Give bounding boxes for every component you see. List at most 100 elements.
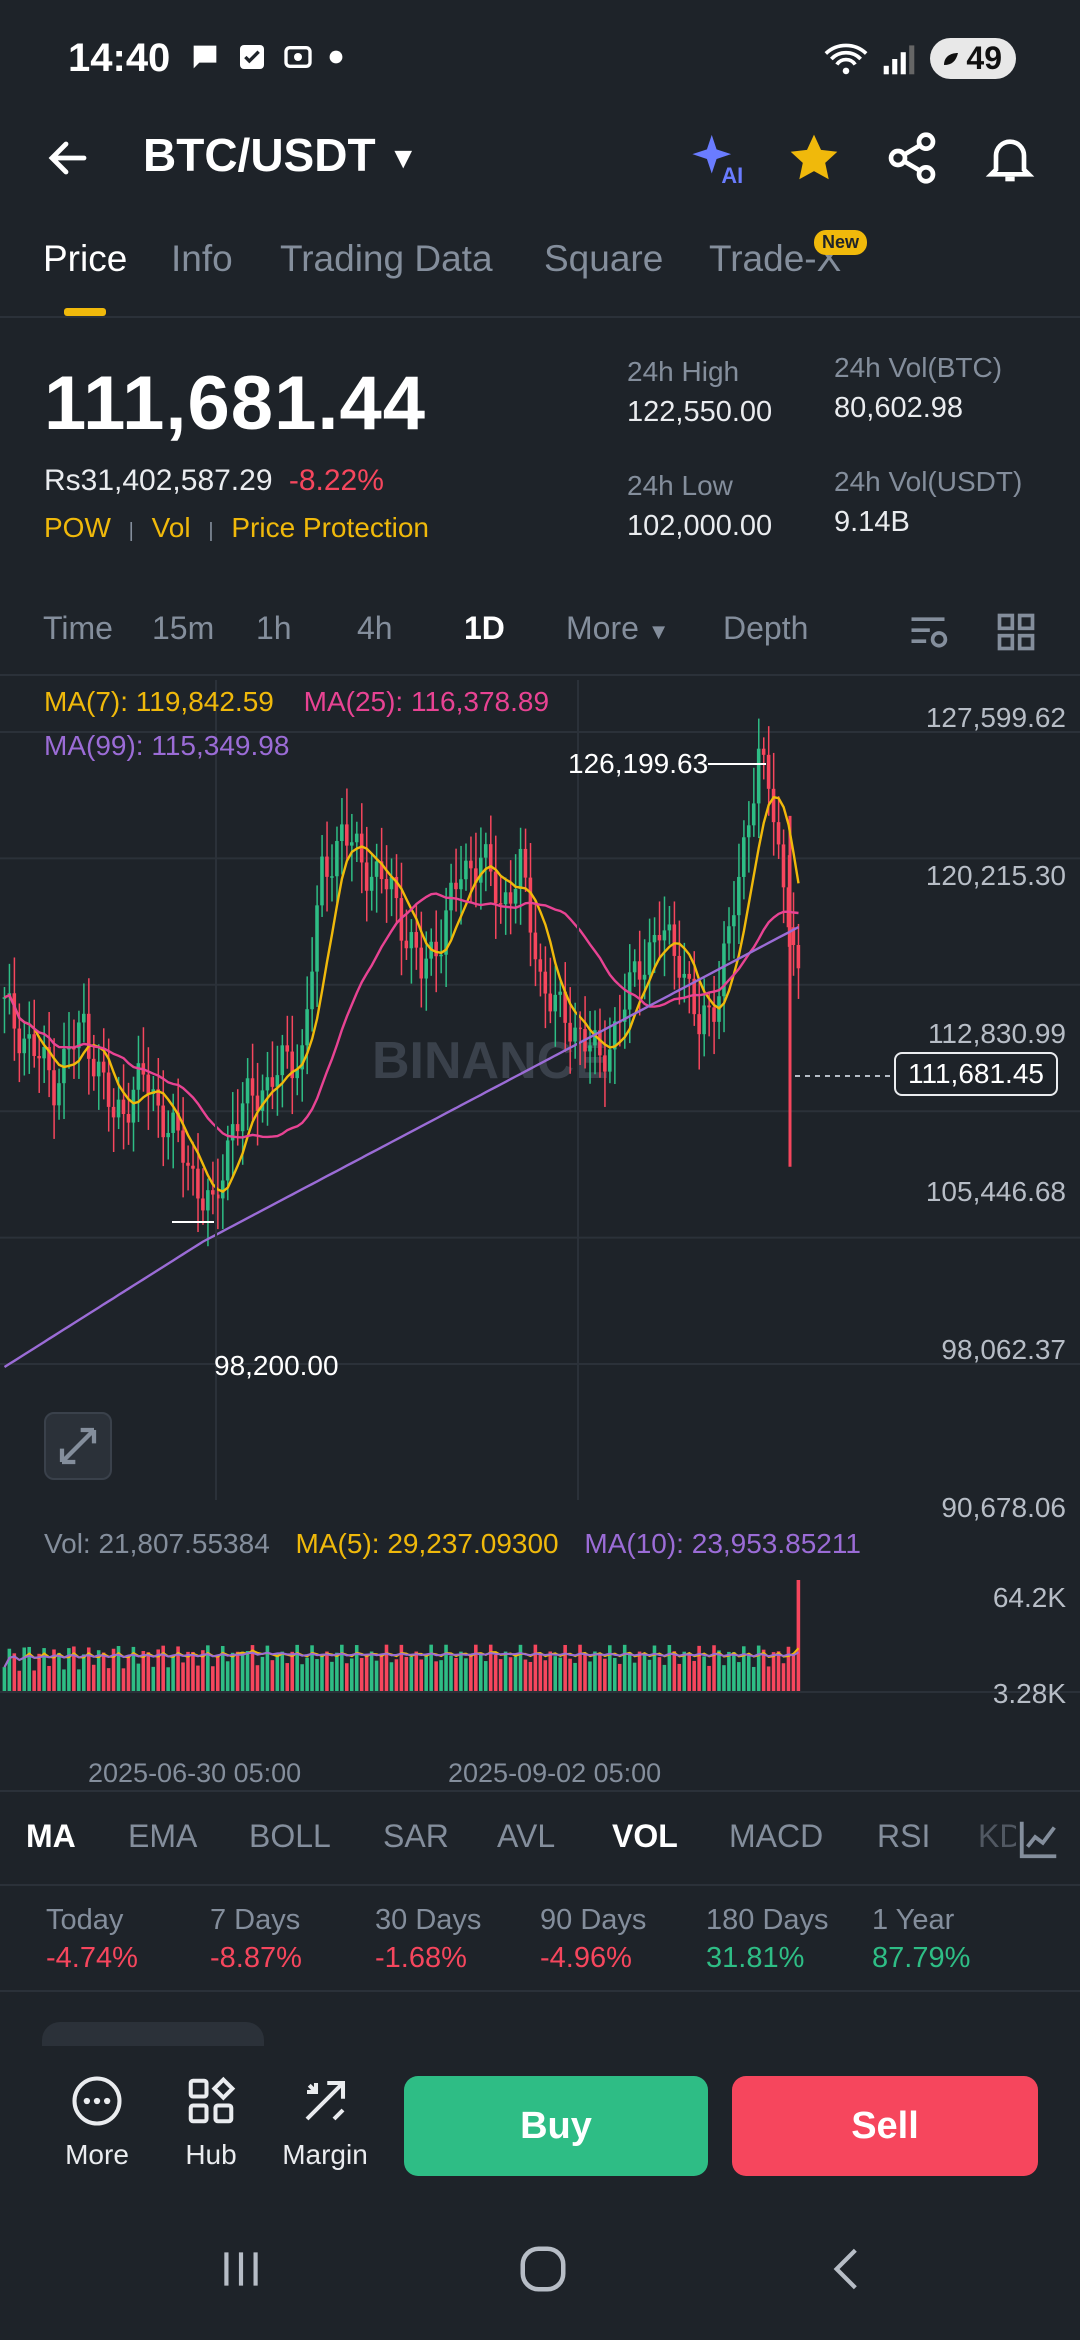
expand-chart-button[interactable]: [44, 1412, 112, 1480]
interval-15m[interactable]: 15m: [152, 610, 215, 646]
volume-bar: [275, 1653, 280, 1692]
interval-4h[interactable]: 4h: [357, 610, 393, 646]
candle-body: [682, 973, 687, 978]
interval-time[interactable]: Time: [43, 610, 113, 646]
volume-bar: [697, 1645, 701, 1692]
indicator-vol[interactable]: VOL: [612, 1818, 678, 1854]
volume-bar: [325, 1651, 329, 1692]
candle-body: [32, 1034, 36, 1056]
candle-body: [449, 882, 453, 911]
candle-body: [548, 993, 553, 1012]
battery-indicator: 49: [930, 38, 1016, 79]
perf-label-1y: 1 Year: [872, 1904, 955, 1936]
candle-body: [508, 892, 513, 904]
indicator-ema[interactable]: EMA: [128, 1818, 198, 1854]
recent-apps-icon[interactable]: [216, 2244, 266, 2294]
favorite-star-icon[interactable]: [786, 130, 842, 186]
layout-grid-icon[interactable]: [994, 610, 1038, 654]
volume-bar: [335, 1652, 339, 1692]
indicator-rsi[interactable]: RSI: [877, 1818, 931, 1854]
candle-body: [17, 1028, 22, 1054]
volume-bar: [469, 1655, 473, 1692]
tab-square[interactable]: Square: [544, 238, 664, 279]
candle-body: [737, 876, 741, 916]
collapsed-panel-handle[interactable]: [42, 2022, 264, 2046]
tag-price-protection[interactable]: Price Protection: [231, 512, 429, 543]
candle-body: [454, 882, 458, 890]
interval-depth[interactable]: Depth: [723, 610, 809, 646]
volume-bar: [295, 1644, 299, 1692]
volume-bar: [756, 1645, 761, 1692]
active-tab-indicator: [64, 308, 106, 316]
volume-bar: [131, 1646, 136, 1692]
ma25-legend: MA(25): 116,378.89: [303, 686, 550, 717]
tab-price[interactable]: Price: [43, 238, 128, 279]
volume-bar: [702, 1656, 706, 1692]
volume-bar: [186, 1651, 190, 1692]
margin-action[interactable]: Margin: [270, 2074, 380, 2171]
candle-body: [126, 1114, 131, 1123]
candle-body: [240, 1103, 245, 1132]
volume-legend: Vol: 21,807.55384 MA(5): 29,237.09300 MA…: [44, 1528, 861, 1560]
back-nav-icon[interactable]: [822, 2244, 872, 2294]
volume-bar: [583, 1652, 587, 1692]
candle-body: [42, 1046, 46, 1059]
volume-bar: [245, 1650, 250, 1692]
more-action[interactable]: More: [42, 2074, 152, 2171]
volume-bar: [776, 1651, 781, 1692]
buy-button[interactable]: Buy: [404, 2076, 708, 2176]
candlestick-chart[interactable]: BINANCE MA(7): 119,842.59 MA(25): 116,37…: [0, 680, 1080, 1788]
volume-bar: [727, 1651, 731, 1692]
indicator-macd[interactable]: MACD: [729, 1818, 824, 1854]
back-arrow-icon[interactable]: [44, 128, 92, 188]
indicator-sar[interactable]: SAR: [383, 1818, 449, 1854]
volume-bar: [717, 1650, 721, 1692]
interval-1d[interactable]: 1D: [464, 610, 505, 646]
chart-settings-icon[interactable]: [906, 610, 950, 654]
candle-body: [176, 1112, 180, 1131]
perf-value-1y: 87.79%: [872, 1942, 971, 1974]
candle-body: [171, 1112, 175, 1133]
indicator-settings-icon[interactable]: [1016, 1816, 1062, 1862]
volume-bar: [82, 1654, 86, 1692]
ma7-legend: MA(7): 119,842.59: [44, 686, 274, 717]
indicator-ma[interactable]: MA: [26, 1818, 76, 1854]
hub-action[interactable]: Hub: [156, 2074, 266, 2171]
caret-down-icon: ▼: [647, 619, 670, 644]
indicator-kd[interactable]: KD: [978, 1818, 1023, 1854]
ma-legend-row1: MA(7): 119,842.59 MA(25): 116,378.89: [44, 686, 549, 718]
indicator-boll[interactable]: BOLL: [249, 1818, 331, 1854]
tab-info[interactable]: Info: [171, 238, 233, 279]
volume-bar: [439, 1660, 443, 1692]
volume-bar: [201, 1650, 205, 1692]
sell-button[interactable]: Sell: [732, 2076, 1038, 2176]
candle-body: [553, 994, 557, 1012]
volume-bar: [543, 1660, 548, 1692]
stat-vol-btc-label: 24h Vol(BTC): [834, 352, 1003, 383]
tag-vol[interactable]: Vol: [151, 512, 191, 543]
chart-canvas[interactable]: BINANCE: [0, 680, 1080, 1750]
volume-bar: [518, 1644, 523, 1692]
volume-bar: [22, 1647, 27, 1692]
page-tabs: Price Info Trading Data Square Trade-X: [0, 238, 1080, 318]
alert-bell-icon[interactable]: [982, 130, 1038, 186]
interval-more[interactable]: More ▼: [566, 610, 670, 647]
interval-1h[interactable]: 1h: [256, 610, 292, 646]
candle-body: [528, 877, 533, 933]
volume-bar: [349, 1658, 354, 1692]
volume-bar: [742, 1646, 746, 1692]
pair-selector[interactable]: BTC/USDT ▼: [143, 128, 418, 182]
perf-label-7d: 7 Days: [210, 1904, 301, 1936]
share-icon[interactable]: [884, 130, 940, 186]
candle-body: [101, 1061, 106, 1073]
perf-label-30d: 30 Days: [375, 1904, 482, 1936]
tab-trading-data[interactable]: Trading Data: [280, 238, 493, 279]
indicator-avl[interactable]: AVL: [497, 1818, 556, 1854]
candle-body: [285, 1045, 290, 1052]
status-time: 14:40: [68, 36, 171, 80]
stat-high-value: 122,550.00: [627, 396, 773, 428]
ai-sparkle-icon[interactable]: AI: [690, 130, 748, 188]
home-icon[interactable]: [516, 2242, 570, 2296]
tag-pow[interactable]: POW: [44, 512, 111, 543]
volume-bar: [389, 1662, 394, 1692]
